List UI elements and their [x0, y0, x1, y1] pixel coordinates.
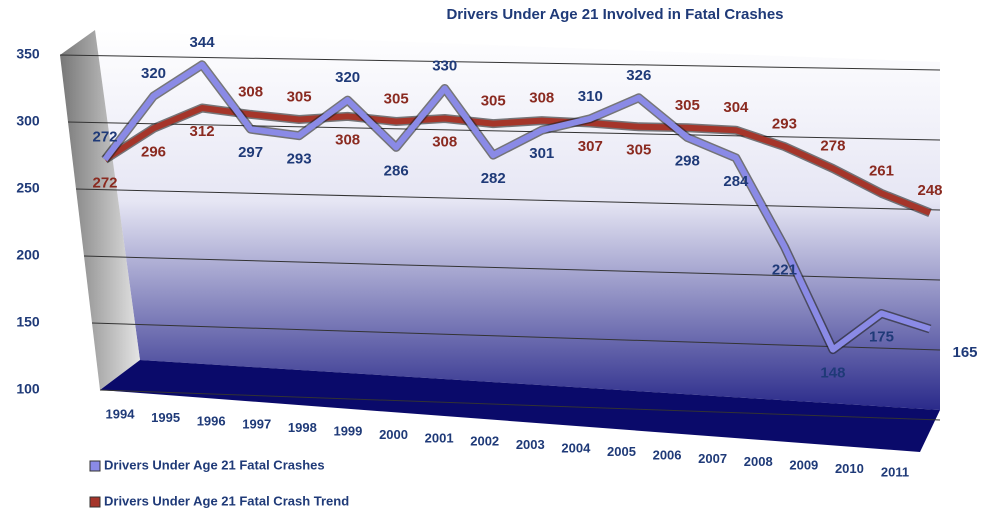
x-tick-label: 2009 [789, 458, 818, 473]
data-label: 284 [723, 173, 749, 190]
x-tick-label: 2003 [516, 437, 545, 452]
data-label: 320 [141, 65, 166, 82]
data-label: 304 [723, 99, 749, 116]
x-tick-label: 1995 [151, 410, 180, 425]
data-label: 308 [238, 83, 263, 100]
x-tick-label: 1998 [288, 420, 317, 435]
x-tick-label: 1997 [242, 417, 271, 432]
data-label: 305 [675, 97, 700, 114]
legend-label: Drivers Under Age 21 Fatal Crash Trend [104, 493, 349, 508]
grid-line [67, 121, 941, 141]
data-label: 165 [952, 344, 977, 361]
data-label: 305 [481, 93, 506, 110]
data-label: 297 [238, 144, 263, 161]
data-label: 305 [626, 142, 651, 159]
data-label: 320 [335, 69, 360, 86]
data-label: 308 [335, 131, 360, 148]
legend-swatch [89, 460, 101, 472]
data-label: 301 [529, 145, 554, 162]
line [102, 61, 931, 353]
data-label: 272 [92, 174, 117, 191]
y-tick-label: 150 [16, 314, 40, 330]
y-tick-label: 100 [16, 381, 40, 397]
data-label: 308 [432, 133, 457, 150]
grid-line [59, 54, 941, 71]
x-tick-label: 2006 [653, 447, 682, 462]
data-label: 261 [869, 162, 894, 179]
data-label: 272 [92, 128, 117, 145]
data-label: 330 [432, 57, 457, 74]
data-label: 310 [578, 88, 603, 105]
data-label: 286 [384, 162, 409, 179]
legend-label: Drivers Under Age 21 Fatal Crashes [104, 457, 325, 472]
data-label: 312 [190, 123, 215, 140]
x-tick-label: 2005 [607, 444, 636, 459]
data-label: 326 [626, 67, 651, 84]
grid-line [91, 322, 941, 351]
data-label: 344 [190, 34, 216, 51]
legend-swatch [89, 496, 101, 508]
data-label: 308 [529, 90, 554, 107]
data-label: 298 [675, 152, 700, 169]
data-label: 278 [820, 137, 845, 154]
data-label: 296 [141, 143, 166, 160]
x-tick-label: 2011 [881, 464, 909, 479]
data-label: 293 [772, 116, 797, 133]
y-tick-label: 350 [16, 46, 40, 62]
data-label: 293 [287, 151, 312, 168]
chart-title: Drivers Under Age 21 Involved in Fatal C… [446, 6, 783, 23]
grid-line [99, 389, 941, 421]
y-tick-label: 200 [16, 247, 40, 263]
data-label: 148 [820, 365, 845, 382]
side-wall [60, 30, 140, 390]
data-label: 221 [772, 262, 797, 279]
data-label: 305 [384, 91, 409, 108]
x-tick-label: 2007 [698, 451, 727, 466]
x-tick-label: 2008 [744, 454, 773, 469]
x-tick-label: 1999 [333, 423, 362, 438]
floor [100, 360, 940, 452]
x-tick-label: 2001 [425, 430, 454, 445]
grid-line [75, 188, 941, 211]
x-tick-label: 2010 [835, 461, 864, 476]
x-tick-label: 1994 [106, 406, 136, 421]
x-tick-label: 2000 [379, 427, 408, 442]
x-tick-label: 1996 [197, 413, 226, 428]
x-tick-label: 2002 [470, 434, 499, 449]
y-tick-label: 300 [16, 113, 40, 129]
data-label: 175 [869, 328, 894, 345]
data-label: 248 [917, 182, 942, 199]
data-label: 282 [481, 170, 506, 187]
x-tick-label: 2004 [561, 441, 591, 456]
y-tick-label: 250 [16, 180, 40, 196]
data-label: 305 [287, 88, 312, 105]
data-label: 307 [578, 138, 603, 155]
